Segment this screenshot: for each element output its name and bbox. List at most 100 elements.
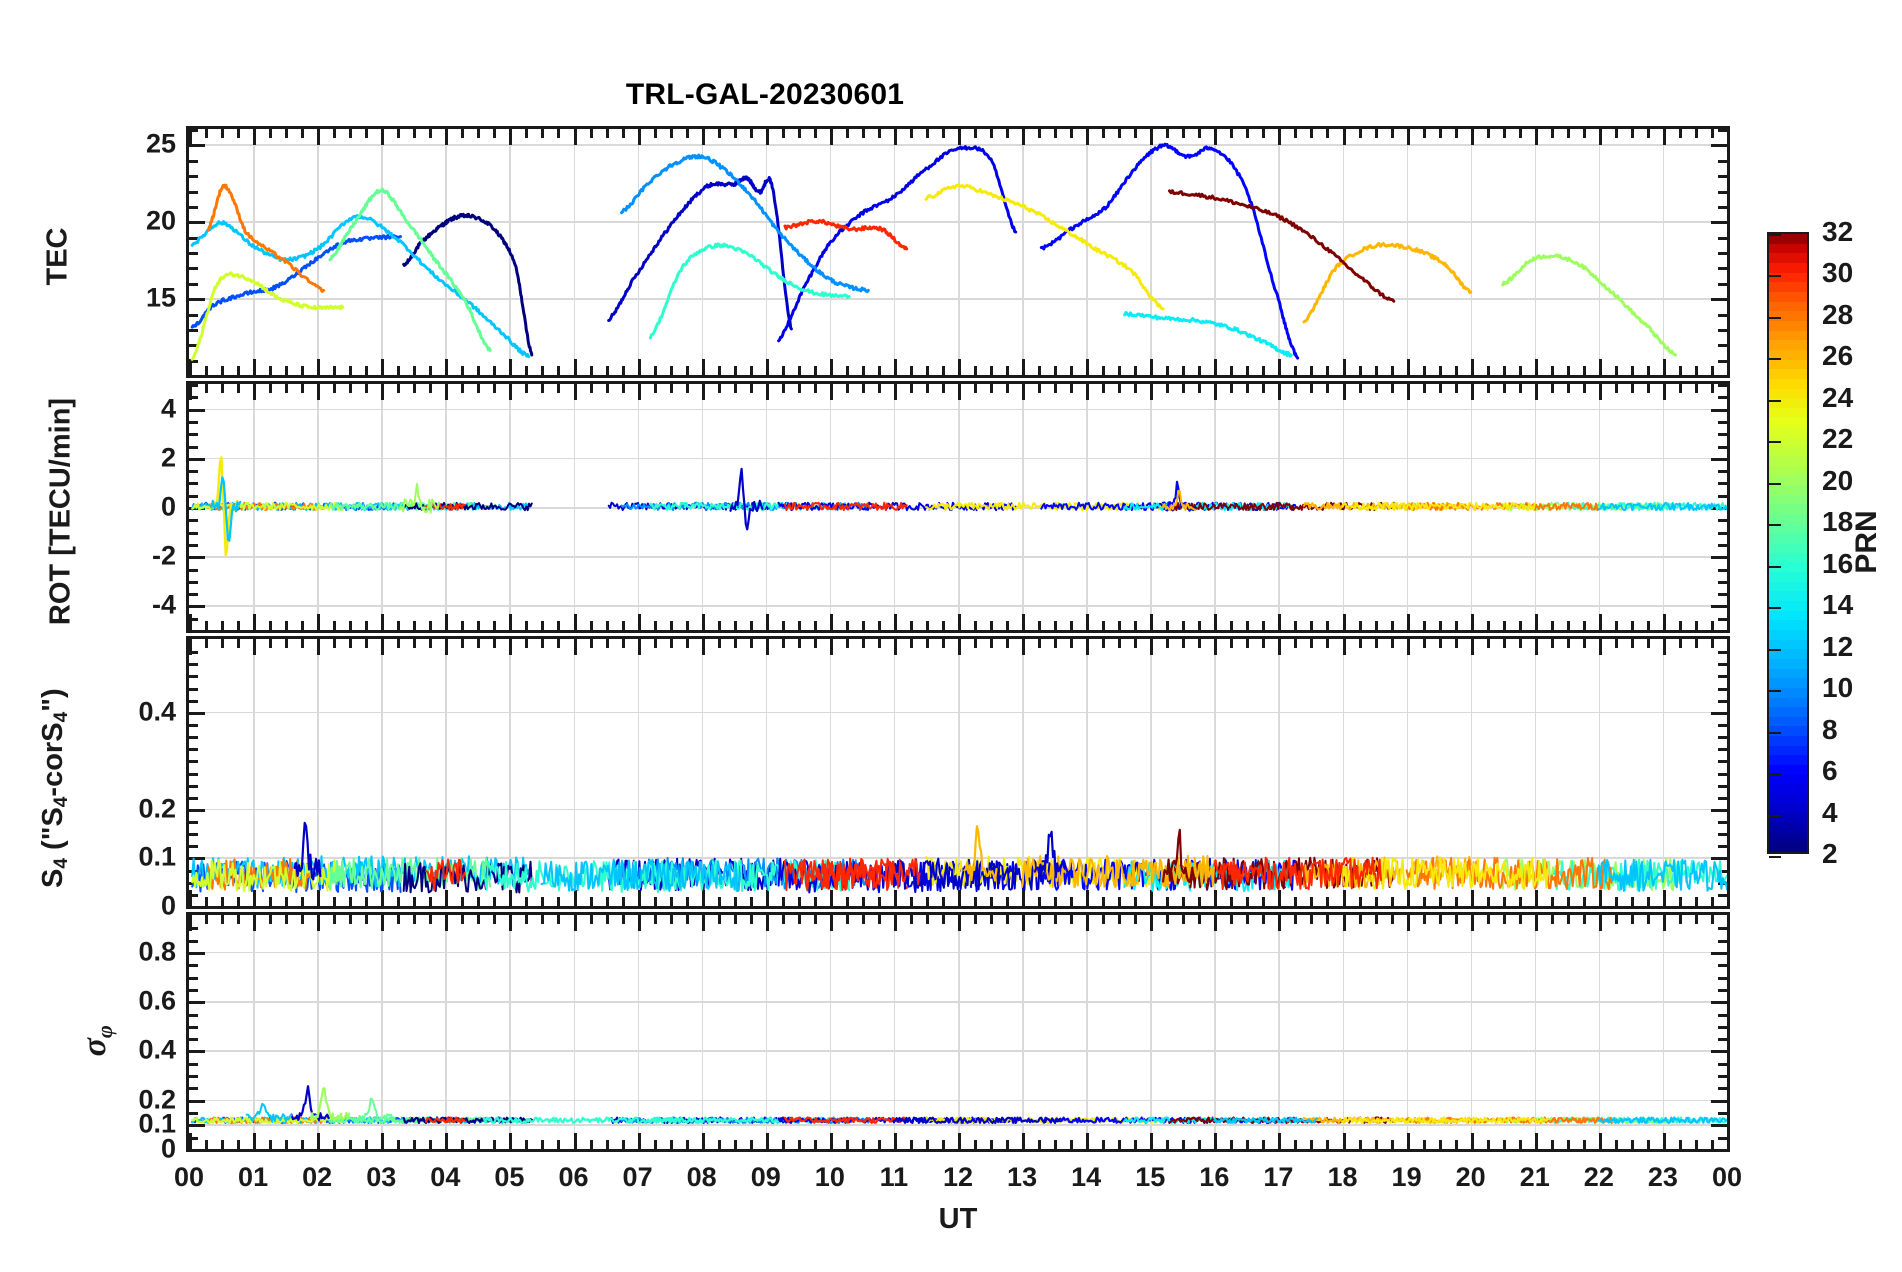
x-minor-tick — [1134, 621, 1138, 630]
x-tick — [573, 890, 577, 906]
x-tick — [445, 915, 449, 931]
x-tick — [1470, 639, 1474, 655]
x-minor-tick — [845, 897, 849, 906]
x-minor-tick — [1054, 1140, 1058, 1149]
gridline-vertical — [1406, 129, 1409, 375]
x-tick — [637, 890, 641, 906]
x-minor-tick — [397, 384, 401, 393]
x-minor-tick — [589, 129, 593, 138]
x-minor-tick — [1438, 639, 1442, 648]
x-minor-tick — [365, 366, 369, 375]
x-tick — [1662, 384, 1666, 400]
x-minor-tick — [1422, 1140, 1426, 1149]
gridline-vertical — [253, 129, 255, 375]
y-minor-tick — [189, 543, 198, 547]
x-tick — [1534, 384, 1538, 400]
x-minor-tick — [1582, 639, 1586, 648]
x-minor-tick — [653, 639, 657, 648]
x-minor-tick — [1438, 915, 1442, 924]
x-minor-tick — [493, 621, 497, 630]
x-tick — [1214, 384, 1218, 400]
x-minor-tick — [493, 915, 497, 924]
y-minor-tick — [189, 531, 198, 535]
x-minor-tick — [653, 366, 657, 375]
x-minor-tick — [925, 384, 929, 393]
colorbar-segment — [1769, 398, 1807, 408]
gridline-vertical — [1086, 915, 1088, 1149]
x-tick — [509, 1133, 513, 1149]
data-series-line — [290, 1085, 332, 1122]
x-minor-tick — [1694, 915, 1698, 924]
colorbar-segment — [1769, 494, 1807, 505]
x-minor-tick — [333, 897, 337, 906]
y-minor-tick — [189, 675, 198, 679]
x-minor-tick — [557, 384, 561, 393]
x-minor-tick — [1630, 384, 1634, 393]
x-tick — [1022, 639, 1026, 655]
x-minor-tick — [1182, 621, 1186, 630]
colorbar-segment — [1769, 620, 1807, 630]
colorbar-segment — [1769, 736, 1807, 746]
x-tick — [893, 890, 897, 906]
colorbar-segment — [1769, 378, 1807, 389]
x-minor-tick — [237, 1140, 241, 1149]
x-minor-tick — [1358, 621, 1362, 630]
x-tick — [189, 639, 192, 655]
x-minor-tick — [941, 639, 945, 648]
x-minor-tick — [974, 366, 978, 375]
colorbar-segment — [1769, 716, 1807, 727]
x-minor-tick — [1646, 639, 1650, 648]
x-minor-tick — [333, 621, 337, 630]
gridline-horizontal — [189, 457, 1727, 460]
x-minor-tick — [1310, 621, 1314, 630]
x-tick — [445, 639, 449, 655]
x-minor-tick — [669, 1140, 673, 1149]
x-tick — [1534, 359, 1538, 375]
gridline-horizontal — [189, 298, 1727, 300]
y-minor-tick — [189, 593, 198, 597]
x-minor-tick — [1694, 621, 1698, 630]
data-series-line — [245, 1102, 293, 1123]
y-minor-tick — [189, 1062, 198, 1066]
colorbar-tick-label: 22 — [1822, 423, 1854, 455]
x-minor-tick — [669, 384, 673, 393]
x-minor-tick — [333, 915, 337, 924]
x-minor-tick — [717, 384, 721, 393]
x-tick — [1150, 915, 1154, 931]
x-minor-tick — [1166, 1140, 1170, 1149]
data-series-line — [924, 183, 1165, 311]
x-minor-tick — [1166, 639, 1170, 648]
x-minor-tick — [301, 366, 305, 375]
colorbar-segment — [1769, 610, 1807, 621]
colorbar-segment — [1769, 514, 1807, 524]
y-minor-tick — [189, 236, 198, 240]
x-minor-tick — [301, 1140, 305, 1149]
colorbar-tick — [1769, 565, 1781, 568]
y-minor-tick — [1718, 1124, 1727, 1128]
colorbar-tick — [1769, 690, 1781, 693]
data-series-line — [1162, 489, 1197, 511]
gridline-vertical — [701, 129, 704, 375]
gridline-vertical — [1470, 639, 1473, 906]
x-minor-tick — [397, 897, 401, 906]
y-minor-tick — [1718, 236, 1727, 240]
data-series-line — [729, 467, 764, 531]
x-minor-tick — [941, 1140, 945, 1149]
colorbar-tick-label: 14 — [1822, 589, 1854, 621]
x-minor-tick — [813, 366, 817, 375]
x-minor-tick — [1454, 366, 1458, 375]
x-minor-tick — [1182, 129, 1186, 138]
colorbar[interactable] — [1767, 232, 1809, 858]
colorbar-segment — [1769, 504, 1807, 515]
x-minor-tick — [1518, 366, 1522, 375]
y-minor-tick — [189, 313, 198, 317]
x-minor-tick — [1294, 366, 1298, 375]
x-tick — [253, 1133, 257, 1149]
x-tick — [1662, 359, 1666, 375]
y-minor-tick — [1718, 396, 1727, 400]
data-series-line — [293, 821, 322, 881]
x-minor-tick — [493, 129, 497, 138]
x-minor-tick — [1630, 366, 1634, 375]
colorbar-segment — [1769, 523, 1807, 534]
x-minor-tick — [1630, 897, 1634, 906]
